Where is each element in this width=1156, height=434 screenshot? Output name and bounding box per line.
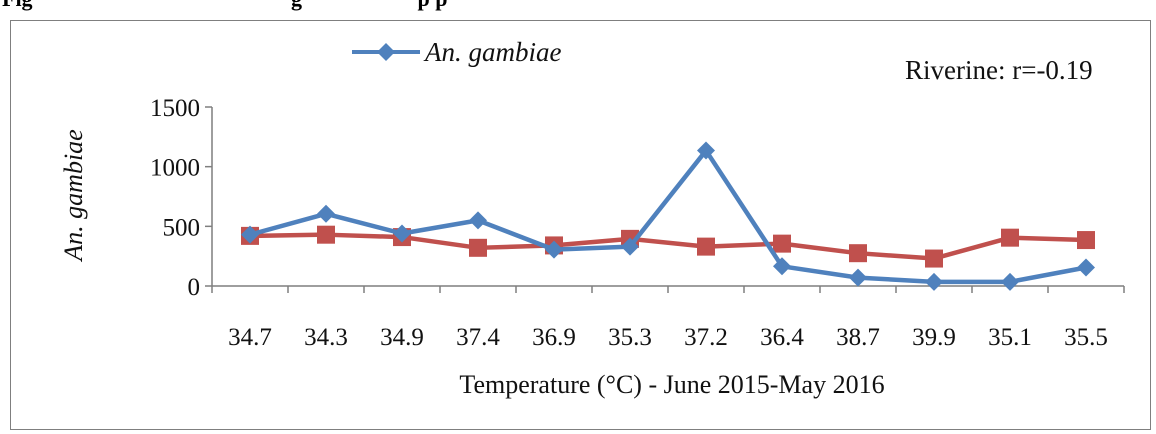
series-1-point [773, 257, 791, 276]
series-1-line [249, 148, 1087, 285]
x-tick-label: 39.9 [912, 324, 956, 351]
series-1-point [393, 224, 411, 243]
x-axis-title: Temperature (°C) - June 2015-May 2016 [459, 370, 884, 399]
series-layer [241, 141, 1095, 291]
x-tick-label: 37.4 [456, 324, 500, 351]
series-2-point [469, 238, 487, 257]
series-1-point [697, 141, 715, 160]
series-2-line [249, 232, 1087, 261]
series-1-point [621, 237, 639, 256]
x-tick-label: 34.9 [380, 324, 424, 351]
correlation-annotation: Riverine: r=-0.19 [905, 55, 1093, 85]
x-tick-label: 35.5 [1064, 324, 1108, 351]
x-tick-label: 35.1 [988, 324, 1032, 351]
series-2 [241, 225, 1095, 268]
y-tick-label: 1500 [150, 95, 200, 122]
series-1-point [469, 211, 487, 230]
x-tick-label: 35.3 [608, 324, 652, 351]
series-1-point [545, 240, 563, 259]
tick-labels: 0 500 1000 1500 34.7 34.3 34.9 37.4 36.9 35.3 37.2… [150, 95, 1108, 351]
x-tick-label: 36.4 [760, 324, 804, 351]
series-2-point [317, 225, 335, 244]
x-tick-label: 34.7 [228, 324, 272, 351]
series-2-point [925, 249, 943, 268]
series-2-point [1077, 231, 1095, 250]
legend-label-series-1: An. gambiae [423, 37, 561, 67]
chart-frame [10, 20, 1151, 430]
legend: An. gambiae [352, 37, 561, 67]
series-2-point [849, 244, 867, 263]
series-2-point [773, 234, 791, 253]
series-1 [241, 141, 1095, 291]
series-2-point [1001, 228, 1019, 247]
y-tick-label: 500 [163, 214, 201, 241]
axes [205, 106, 1125, 293]
series-2-point [697, 237, 715, 256]
series-1-point [849, 268, 867, 287]
series-1-point [241, 225, 259, 244]
x-tick-label: 34.3 [304, 324, 348, 351]
series-1-point [1001, 272, 1019, 291]
x-tick-label: 37.2 [684, 324, 728, 351]
y-tick-label: 0 [188, 274, 201, 301]
series-1-point [925, 272, 943, 291]
series-1-point [1077, 258, 1095, 277]
x-tick-label: 38.7 [836, 324, 880, 351]
x-tick-label: 36.9 [532, 324, 576, 351]
figure-caption: Fig g p p [2, 0, 448, 12]
legend-marker-diamond [377, 43, 395, 61]
y-axis-title: An. gambiae [59, 129, 88, 262]
series-1-point [317, 204, 335, 223]
y-tick-label: 1000 [150, 155, 200, 182]
